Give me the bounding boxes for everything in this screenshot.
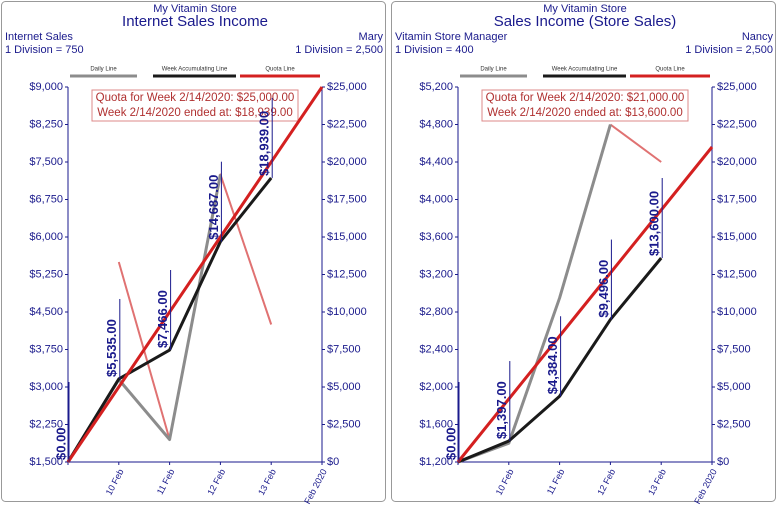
y2-tick-label: $25,000 xyxy=(717,81,757,93)
y2-tick-label: $17,500 xyxy=(717,193,757,205)
left-label: Internet Sales xyxy=(5,31,73,43)
chart-title: Sales Income (Store Sales) xyxy=(494,13,677,30)
y-tick-label: $2,250 xyxy=(29,418,63,430)
y2-tick-label: $0 xyxy=(717,456,729,468)
annotation-box xyxy=(481,89,689,122)
annotation-box xyxy=(91,89,299,122)
y2-tick-label: $10,000 xyxy=(327,306,367,318)
chart-title: Internet Sales Income xyxy=(122,13,268,30)
legend-label: Daily Line xyxy=(480,67,507,73)
legend-label: Quota Line xyxy=(655,67,685,73)
right-label: Nancy xyxy=(742,31,774,43)
data-label: $5,535.00 xyxy=(104,319,119,377)
y-tick-label: $1,600 xyxy=(419,418,453,430)
panel-frame xyxy=(391,1,776,502)
store-name: My Vitamin Store xyxy=(543,3,627,15)
y-tick-label: $4,800 xyxy=(419,118,453,130)
data-label: $9,496.00 xyxy=(596,260,611,318)
y-tick-label: $4,500 xyxy=(29,306,63,318)
right-label: Mary xyxy=(359,31,384,43)
y2-tick-label: $5,000 xyxy=(327,381,361,393)
legend-label: Week Accumulating Line xyxy=(552,67,618,73)
data-label: $13,600.00 xyxy=(647,191,662,256)
series-line xyxy=(456,146,714,463)
y-tick-label: $2,400 xyxy=(419,343,453,355)
y-tick-label: $2,000 xyxy=(419,381,453,393)
y-tick-label: $6,750 xyxy=(29,193,63,205)
series-line xyxy=(457,257,663,464)
series-line xyxy=(609,123,662,163)
y-tick-label: $5,200 xyxy=(419,81,453,93)
y2-tick-label: $20,000 xyxy=(327,156,367,168)
y-tick-label: $5,250 xyxy=(29,268,63,280)
y-tick-label: $3,750 xyxy=(29,343,63,355)
y2-tick-label: $25,000 xyxy=(327,81,367,93)
y2-tick-label: $12,500 xyxy=(717,268,757,280)
y-tick-label: $6,000 xyxy=(29,231,63,243)
y-tick-label: $3,000 xyxy=(29,381,63,393)
y2-tick-label: $22,500 xyxy=(717,118,757,130)
legend-label: Daily Line xyxy=(90,67,117,73)
y-tick-label: $1,500 xyxy=(29,456,63,468)
annotation: Week 2/14/2020 ended at: $18,939.00 xyxy=(97,107,292,119)
right-division: 1 Division = 2,500 xyxy=(685,44,773,56)
y-tick-label: $1,200 xyxy=(419,456,453,468)
annotation: Quota for Week 2/14/2020: $25,000.00 xyxy=(96,92,295,104)
data-label: $18,939.00 xyxy=(257,111,272,176)
y-tick-label: $7,500 xyxy=(29,156,63,168)
y2-tick-label: $10,000 xyxy=(717,306,757,318)
y2-tick-label: $2,500 xyxy=(717,418,751,430)
left-label: Vitamin Store Manager xyxy=(395,31,508,43)
legend-label: Quota Line xyxy=(265,67,295,73)
y2-tick-label: $0 xyxy=(327,456,339,468)
left-division: 1 Division = 750 xyxy=(5,44,84,56)
data-label: $1,397.00 xyxy=(494,381,509,439)
annotation: Quota for Week 2/14/2020: $21,000.00 xyxy=(486,92,685,104)
y-tick-label: $3,600 xyxy=(419,231,453,243)
panel-frame xyxy=(1,1,386,502)
y2-tick-label: $17,500 xyxy=(327,193,367,205)
legend-label: Week Accumulating Line xyxy=(162,67,228,73)
y2-tick-label: $22,500 xyxy=(327,118,367,130)
y2-tick-label: $20,000 xyxy=(717,156,757,168)
y-tick-label: $4,400 xyxy=(419,156,453,168)
y2-tick-label: $12,500 xyxy=(327,268,367,280)
y-tick-label: $3,200 xyxy=(419,268,453,280)
y-tick-label: $2,800 xyxy=(419,306,453,318)
y2-tick-label: $2,500 xyxy=(327,418,361,430)
right-division: 1 Division = 2,500 xyxy=(295,44,383,56)
y2-tick-label: $15,000 xyxy=(717,231,757,243)
data-label: $7,466.00 xyxy=(155,290,170,348)
data-label: $14,687.00 xyxy=(206,175,221,240)
y-tick-label: $4,000 xyxy=(419,193,453,205)
data-label: $0.00 xyxy=(443,427,458,460)
series-line xyxy=(66,86,324,463)
y2-tick-label: $5,000 xyxy=(717,381,751,393)
store-name: My Vitamin Store xyxy=(153,3,237,15)
series-line xyxy=(66,176,273,463)
y-tick-label: $9,000 xyxy=(29,81,63,93)
y-tick-label: $8,250 xyxy=(29,118,63,130)
y2-tick-label: $7,500 xyxy=(717,343,751,355)
data-label: $0.00 xyxy=(53,427,68,460)
y2-tick-label: $15,000 xyxy=(327,231,367,243)
left-division: 1 Division = 400 xyxy=(395,44,474,56)
annotation: Week 2/14/2020 ended at: $13,600.00 xyxy=(487,107,682,119)
data-label: $4,384.00 xyxy=(545,336,560,394)
y2-tick-label: $7,500 xyxy=(327,343,361,355)
